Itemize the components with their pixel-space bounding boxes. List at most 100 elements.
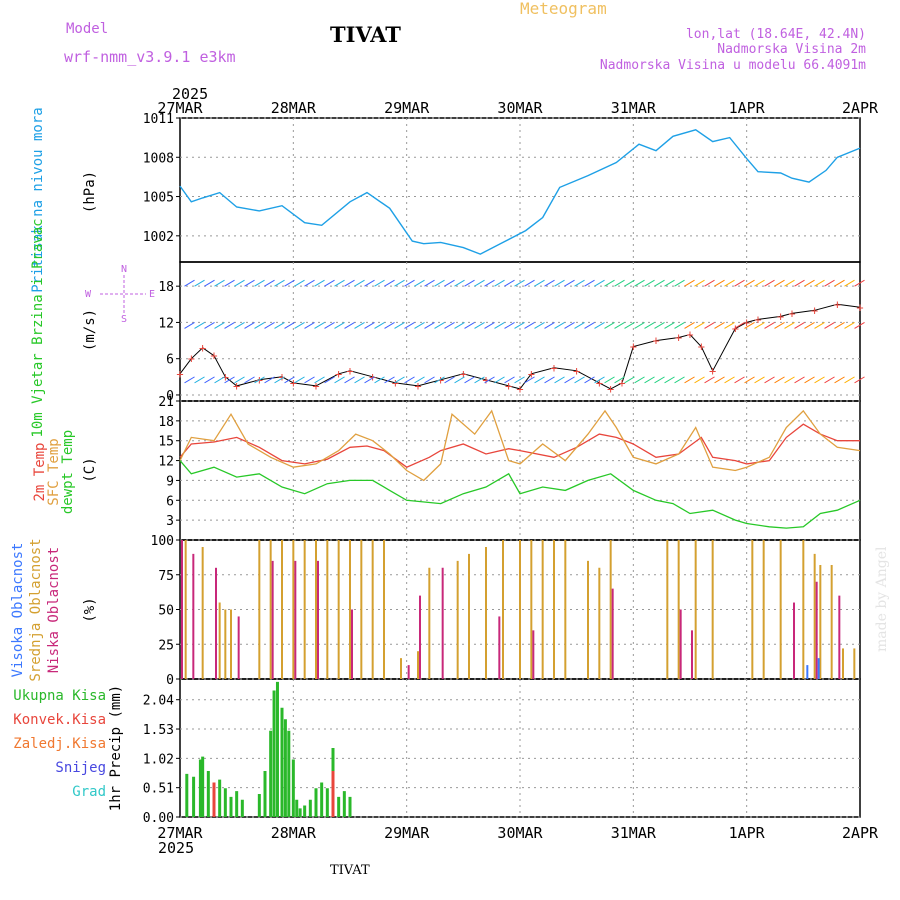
- wind-barb: [514, 279, 525, 287]
- wind-barb: [534, 279, 545, 287]
- wind-barb: [284, 279, 295, 287]
- footer-station: TIVAT: [330, 863, 370, 878]
- wind-barb: [544, 279, 555, 287]
- wind-barb: [574, 279, 585, 287]
- wind-barb: [484, 376, 495, 384]
- wind-gust-mark: +: [596, 376, 603, 390]
- wind-barb: [644, 376, 655, 384]
- wind-barb: [854, 322, 865, 329]
- precip-bar: [320, 782, 324, 817]
- y-tick-label: 1002: [143, 230, 174, 245]
- cloud-panel: (%): [82, 597, 98, 622]
- y-tick-label: 1008: [143, 151, 174, 166]
- date-tick-top: 27MAR: [157, 99, 203, 117]
- panel-frame-0: [179, 117, 861, 263]
- temp-legend-1: SFC Temp: [46, 438, 62, 505]
- wind-barb: [244, 376, 255, 384]
- precip-bar: [314, 788, 318, 817]
- wind-barb: [554, 322, 565, 329]
- wind-barb: [254, 279, 265, 287]
- wind-barb: [344, 376, 355, 384]
- wind-barb: [284, 322, 295, 329]
- wind-gust-mark: +: [278, 370, 285, 384]
- model-elevation-label: Nadmorska Visina u modelu 66.4091m: [600, 58, 866, 73]
- precip-bar: [185, 773, 189, 817]
- precip-bar: [291, 759, 295, 817]
- wind-barb: [824, 376, 835, 384]
- wind-barb: [824, 322, 835, 329]
- precip-bar: [298, 808, 302, 817]
- cloud-ylabel: (%): [82, 597, 98, 622]
- wind-barb: [734, 322, 745, 329]
- wind-barb: [744, 376, 755, 384]
- wind-barb: [734, 279, 745, 287]
- precip-bar: [212, 782, 216, 817]
- temp-line-2: [179, 460, 861, 529]
- precip-bar: [218, 779, 222, 817]
- date-tick-top: 30MAR: [497, 99, 543, 117]
- wind-barb: [744, 322, 755, 329]
- wind-barb: [344, 279, 355, 287]
- wind-barb: [674, 322, 685, 329]
- precip-bar: [257, 794, 261, 817]
- wind-barb: [784, 376, 795, 384]
- wind-gust-mark: +: [573, 364, 580, 378]
- model-name: wrf-nmm_v3.9.1 e3km: [64, 48, 236, 66]
- wind-barb: [764, 322, 775, 329]
- date-tick-bottom: 30MAR: [497, 824, 543, 842]
- wind-barb: [334, 322, 345, 329]
- wind-barb: [534, 322, 545, 329]
- wind-barb: [494, 279, 505, 287]
- wind-barb: [634, 376, 645, 384]
- wind-barb: [394, 322, 405, 329]
- wind-barb: [184, 376, 195, 384]
- wind-barb: [474, 376, 485, 384]
- wind-barb: [774, 322, 785, 329]
- wind-barb: [274, 322, 285, 329]
- wind-barb: [774, 279, 785, 287]
- wind-barb: [724, 279, 735, 287]
- compass-east: E: [149, 289, 155, 300]
- wind-barb: [474, 322, 485, 329]
- wind-barb: [844, 279, 855, 287]
- precip-bar: [223, 788, 227, 817]
- y-tick-label: 2.04: [143, 694, 174, 709]
- credit-label: made by Angel: [874, 546, 890, 652]
- wind-barb: [214, 376, 225, 384]
- wind-barb: [534, 376, 545, 384]
- wind-barb: [834, 322, 845, 329]
- wind-gust-mark: +: [618, 376, 625, 390]
- wind-barb: [464, 322, 475, 329]
- wind-barb: [724, 376, 735, 384]
- y-tick-label: 0: [166, 389, 174, 404]
- panel-frame-2: [179, 400, 861, 541]
- wind-barb: [334, 376, 345, 384]
- wind-gust-mark: +: [290, 376, 297, 390]
- y-tick-label: 25: [158, 638, 174, 653]
- wind-barb: [704, 279, 715, 287]
- wind-barb: [544, 376, 555, 384]
- precip-legend-2: Zaledj.Kisa: [13, 736, 106, 752]
- y-tick-label: 21: [158, 395, 174, 410]
- wind-barb: [294, 322, 305, 329]
- wind-gust-mark: +: [460, 367, 467, 381]
- wind-barb: [514, 322, 525, 329]
- wind-gust-mark: +: [630, 340, 637, 354]
- wind-barb: [634, 279, 645, 287]
- wind-barb: [414, 322, 425, 329]
- wind-barb: [704, 376, 715, 384]
- precip-panel: 1hr Precip (mm): [108, 685, 124, 811]
- wind-barb: [704, 322, 715, 329]
- wind-barb: [434, 279, 445, 287]
- y-tick-label: 6: [166, 353, 174, 368]
- precip-bar: [269, 730, 273, 817]
- wind-barb: [564, 376, 575, 384]
- wind-barb: [524, 322, 535, 329]
- wind-barb: [654, 376, 665, 384]
- precip-bar: [348, 796, 352, 817]
- wind-barb: [564, 279, 575, 287]
- wind-barb: [364, 279, 375, 287]
- date-tick-bottom: 1APR: [729, 824, 766, 842]
- y-tick-label: 18: [158, 415, 174, 430]
- wind-barb: [184, 279, 195, 287]
